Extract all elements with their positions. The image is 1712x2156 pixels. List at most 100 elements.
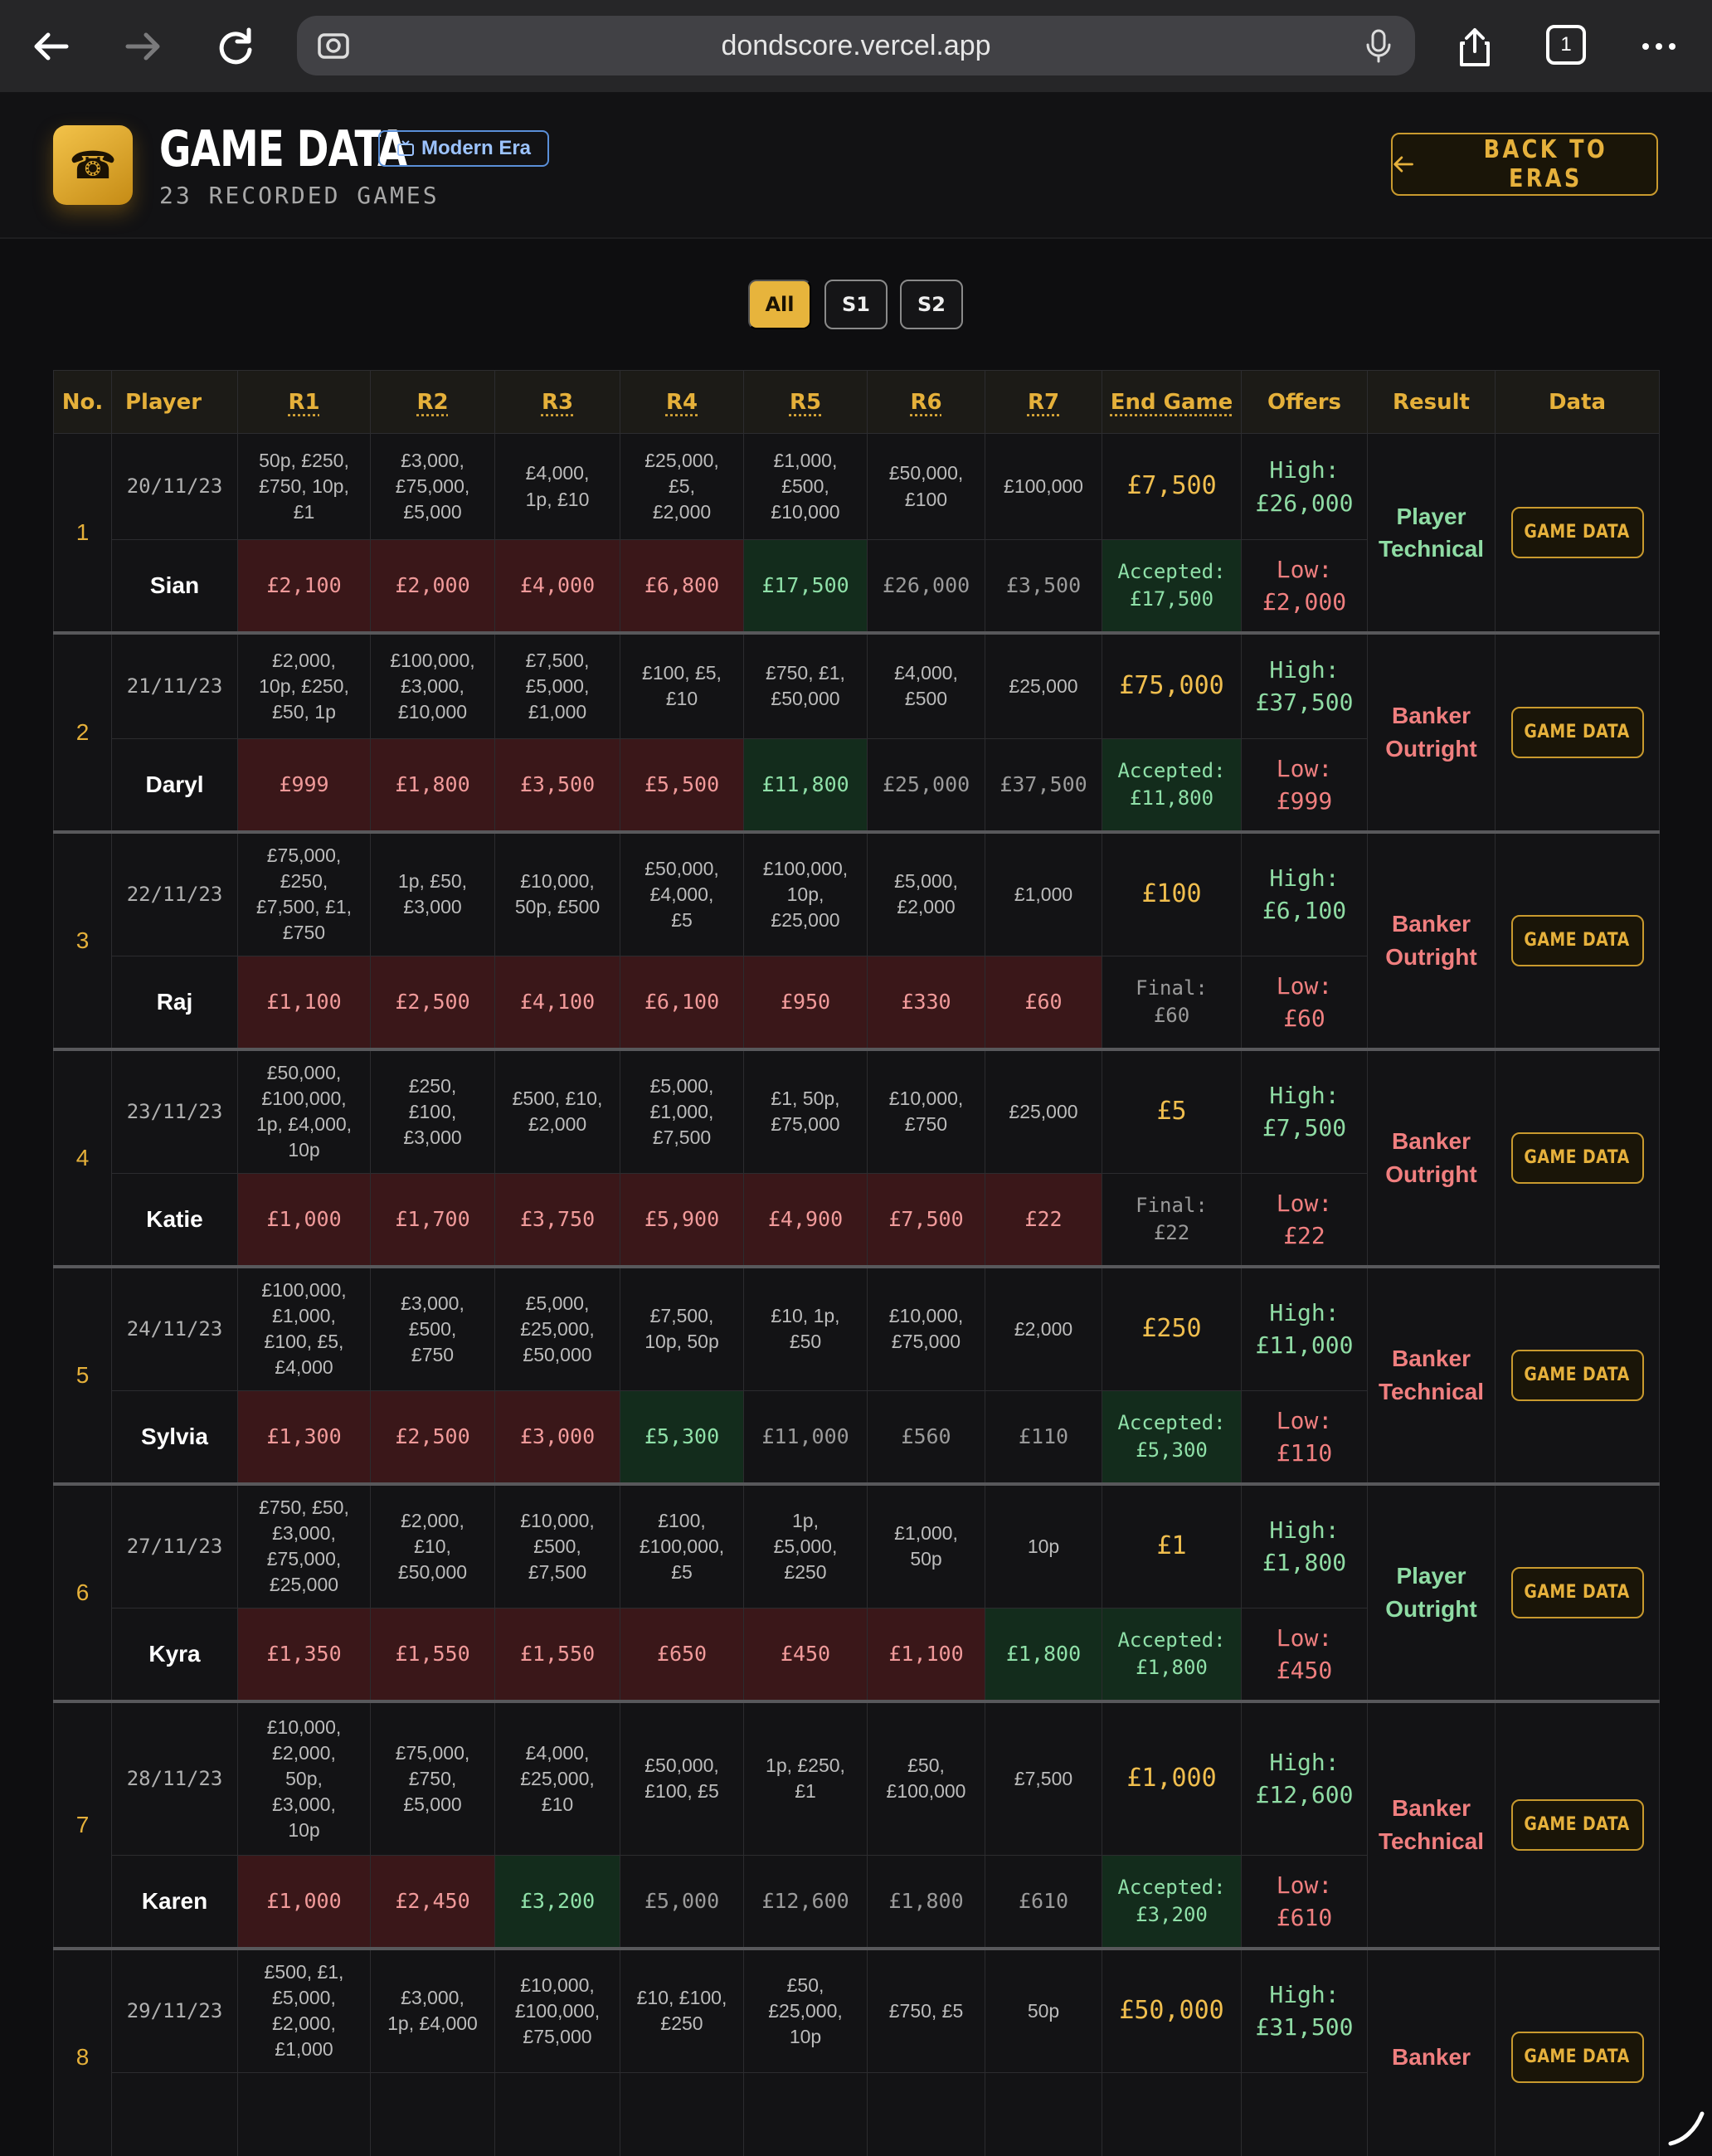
round-7-boxes: £25,000 bbox=[985, 632, 1102, 739]
game-data-cell: GAME DATA bbox=[1495, 1701, 1660, 1950]
text-line: £1 bbox=[293, 501, 315, 523]
text-line: £26,000 bbox=[1255, 489, 1354, 517]
round-3-boxes: £4,000, £25,000, £10 bbox=[494, 1701, 620, 1856]
round-2-boxes: £75,000, £750, £5,000 bbox=[370, 1701, 495, 1856]
round-3-offer: £4,100 bbox=[494, 956, 620, 1051]
round-1-boxes: £2,000, 10p, £250, £50, 1p bbox=[237, 632, 371, 739]
filter-all[interactable]: All bbox=[748, 280, 811, 329]
text-line: £75,000 bbox=[891, 1331, 961, 1353]
text-line: £10, 1p, bbox=[771, 1305, 840, 1327]
game-data-button[interactable]: GAME DATA bbox=[1510, 1566, 1644, 1618]
share-icon[interactable] bbox=[1448, 20, 1501, 73]
game-data-button[interactable]: GAME DATA bbox=[1510, 506, 1644, 558]
text-line: £22 bbox=[1153, 1220, 1190, 1244]
round-7-boxes: £1,000 bbox=[985, 831, 1102, 956]
text-line: £7,500 bbox=[528, 1560, 587, 1583]
text-line: High: bbox=[1269, 656, 1340, 684]
round-1-offer: £1,000 bbox=[237, 1173, 371, 1268]
game-result: Banker Technical bbox=[1367, 1701, 1496, 1950]
game-data-button[interactable]: GAME DATA bbox=[1510, 1132, 1644, 1184]
text-line: £750, bbox=[408, 1767, 457, 1789]
text-line: £5,000, bbox=[525, 674, 590, 697]
col-r2[interactable]: R2 bbox=[370, 370, 495, 434]
text-line: £100, £5 bbox=[644, 1780, 719, 1803]
round-1-boxes: £750, £50, £3,000, £75,000, £25,000 bbox=[237, 1483, 371, 1608]
text-line: Accepted: bbox=[1117, 1411, 1226, 1435]
text-line: Technical bbox=[1378, 1827, 1485, 1854]
game-data-button[interactable]: GAME DATA bbox=[1510, 706, 1644, 758]
col-r7[interactable]: R7 bbox=[985, 370, 1102, 434]
game-data-button[interactable]: GAME DATA bbox=[1510, 2031, 1644, 2083]
col-r4[interactable]: R4 bbox=[620, 370, 744, 434]
col-r1[interactable]: R1 bbox=[237, 370, 371, 434]
game-data-button[interactable]: GAME DATA bbox=[1510, 1349, 1644, 1401]
text-line: £2,000 bbox=[1014, 1317, 1073, 1340]
text-line: £2,000, bbox=[401, 1509, 464, 1531]
col-r5[interactable]: R5 bbox=[743, 370, 868, 434]
text-line: £25,000 bbox=[269, 1574, 339, 1596]
game-data-button[interactable]: GAME DATA bbox=[1510, 914, 1644, 966]
back-arrow-icon[interactable] bbox=[25, 20, 78, 73]
round-3-boxes: £10,000, £500, £7,500 bbox=[494, 1483, 620, 1608]
round-7-offer: £1,800 bbox=[985, 1608, 1102, 1703]
filter-s2[interactable]: S2 bbox=[900, 280, 963, 329]
game-data-button-label: GAME DATA bbox=[1524, 722, 1631, 742]
text-line: Low: bbox=[1276, 1871, 1333, 1899]
forward-arrow-icon[interactable] bbox=[116, 20, 169, 73]
round-3-boxes: £10,000, £100,000, £75,000 bbox=[494, 1948, 620, 2073]
round-4-offer: £650 bbox=[620, 1608, 744, 1703]
resize-handle-icon[interactable] bbox=[1662, 2104, 1709, 2150]
round-5-boxes: £1,000, £500, £10,000 bbox=[743, 433, 868, 540]
game-date: 21/11/23 bbox=[111, 632, 238, 739]
game-number: 4 bbox=[53, 1049, 112, 1268]
address-bar[interactable]: dondscore.vercel.app bbox=[297, 16, 1415, 75]
game-result: Banker Outright bbox=[1367, 632, 1496, 834]
player-name: Kyra bbox=[111, 1608, 238, 1703]
text-line: £25,000, bbox=[644, 449, 719, 471]
text-line: £500, £1, bbox=[264, 1961, 344, 1983]
round-5-boxes: £50, £25,000, 10p bbox=[743, 1948, 868, 2073]
text-line: £500, £10, bbox=[512, 1088, 603, 1110]
page-settings-icon[interactable] bbox=[315, 27, 352, 64]
round-4-boxes: £100, £100,000, £5 bbox=[620, 1483, 744, 1608]
offer-low: Low: £22 bbox=[1241, 1173, 1368, 1268]
text-line: £100, bbox=[658, 1509, 706, 1531]
text-line: £3,000 bbox=[403, 1126, 462, 1148]
text-line: 50p, £250, bbox=[259, 449, 349, 471]
back-to-eras-button[interactable]: BACK TO ERAS bbox=[1391, 133, 1658, 196]
col-r3[interactable]: R3 bbox=[494, 370, 620, 434]
text-line: High: bbox=[1269, 1082, 1340, 1110]
text-line: £50, bbox=[786, 1973, 824, 1996]
filter-s1[interactable]: S1 bbox=[824, 280, 888, 329]
end-game-value: £50,000 bbox=[1102, 1948, 1242, 2073]
col-r6[interactable]: R6 bbox=[867, 370, 985, 434]
more-icon[interactable] bbox=[1632, 20, 1685, 73]
text-line: £25,000, bbox=[768, 1999, 843, 2022]
text-line: £7,500 bbox=[1014, 1767, 1073, 1789]
text-line: £5,000 bbox=[403, 501, 462, 523]
round-6-offer: £330 bbox=[867, 956, 985, 1051]
text-line: £1,000 bbox=[1014, 883, 1073, 905]
accepted-offer: Accepted: £5,300 bbox=[1102, 1390, 1242, 1486]
offer-high: High: £37,500 bbox=[1241, 632, 1368, 739]
game-data-button[interactable]: GAME DATA bbox=[1510, 1798, 1644, 1851]
round-4-offer: £5,300 bbox=[620, 1390, 744, 1486]
microphone-icon[interactable] bbox=[1360, 27, 1397, 64]
text-line: £100, bbox=[408, 1100, 457, 1122]
text-line: £50, 1p bbox=[272, 700, 336, 723]
text-line: £3,200 bbox=[1136, 1902, 1208, 1926]
reload-icon[interactable] bbox=[209, 20, 262, 73]
text-line: £3,000, bbox=[401, 1292, 464, 1314]
round-4-boxes: £25,000, £5, £2,000 bbox=[620, 433, 744, 540]
round-5-boxes: £1, 50p, £75,000 bbox=[743, 1049, 868, 1174]
text-line: £22 bbox=[1283, 1221, 1325, 1249]
col-end-game[interactable]: End Game bbox=[1102, 370, 1242, 434]
text-line: 50p, £500 bbox=[514, 896, 601, 918]
text-line: £3,000, bbox=[401, 449, 464, 471]
table-row: 5 24/11/23 £100,000, £1,000, £100, £5, £4,000… bbox=[53, 1266, 1660, 1486]
tab-count-button[interactable]: 1 bbox=[1546, 25, 1586, 65]
text-line: Outright bbox=[1385, 1161, 1477, 1187]
round-6-offer: £560 bbox=[867, 1390, 985, 1486]
text-line: £500, bbox=[408, 1317, 457, 1340]
game-data-cell: GAME DATA bbox=[1495, 1266, 1660, 1486]
